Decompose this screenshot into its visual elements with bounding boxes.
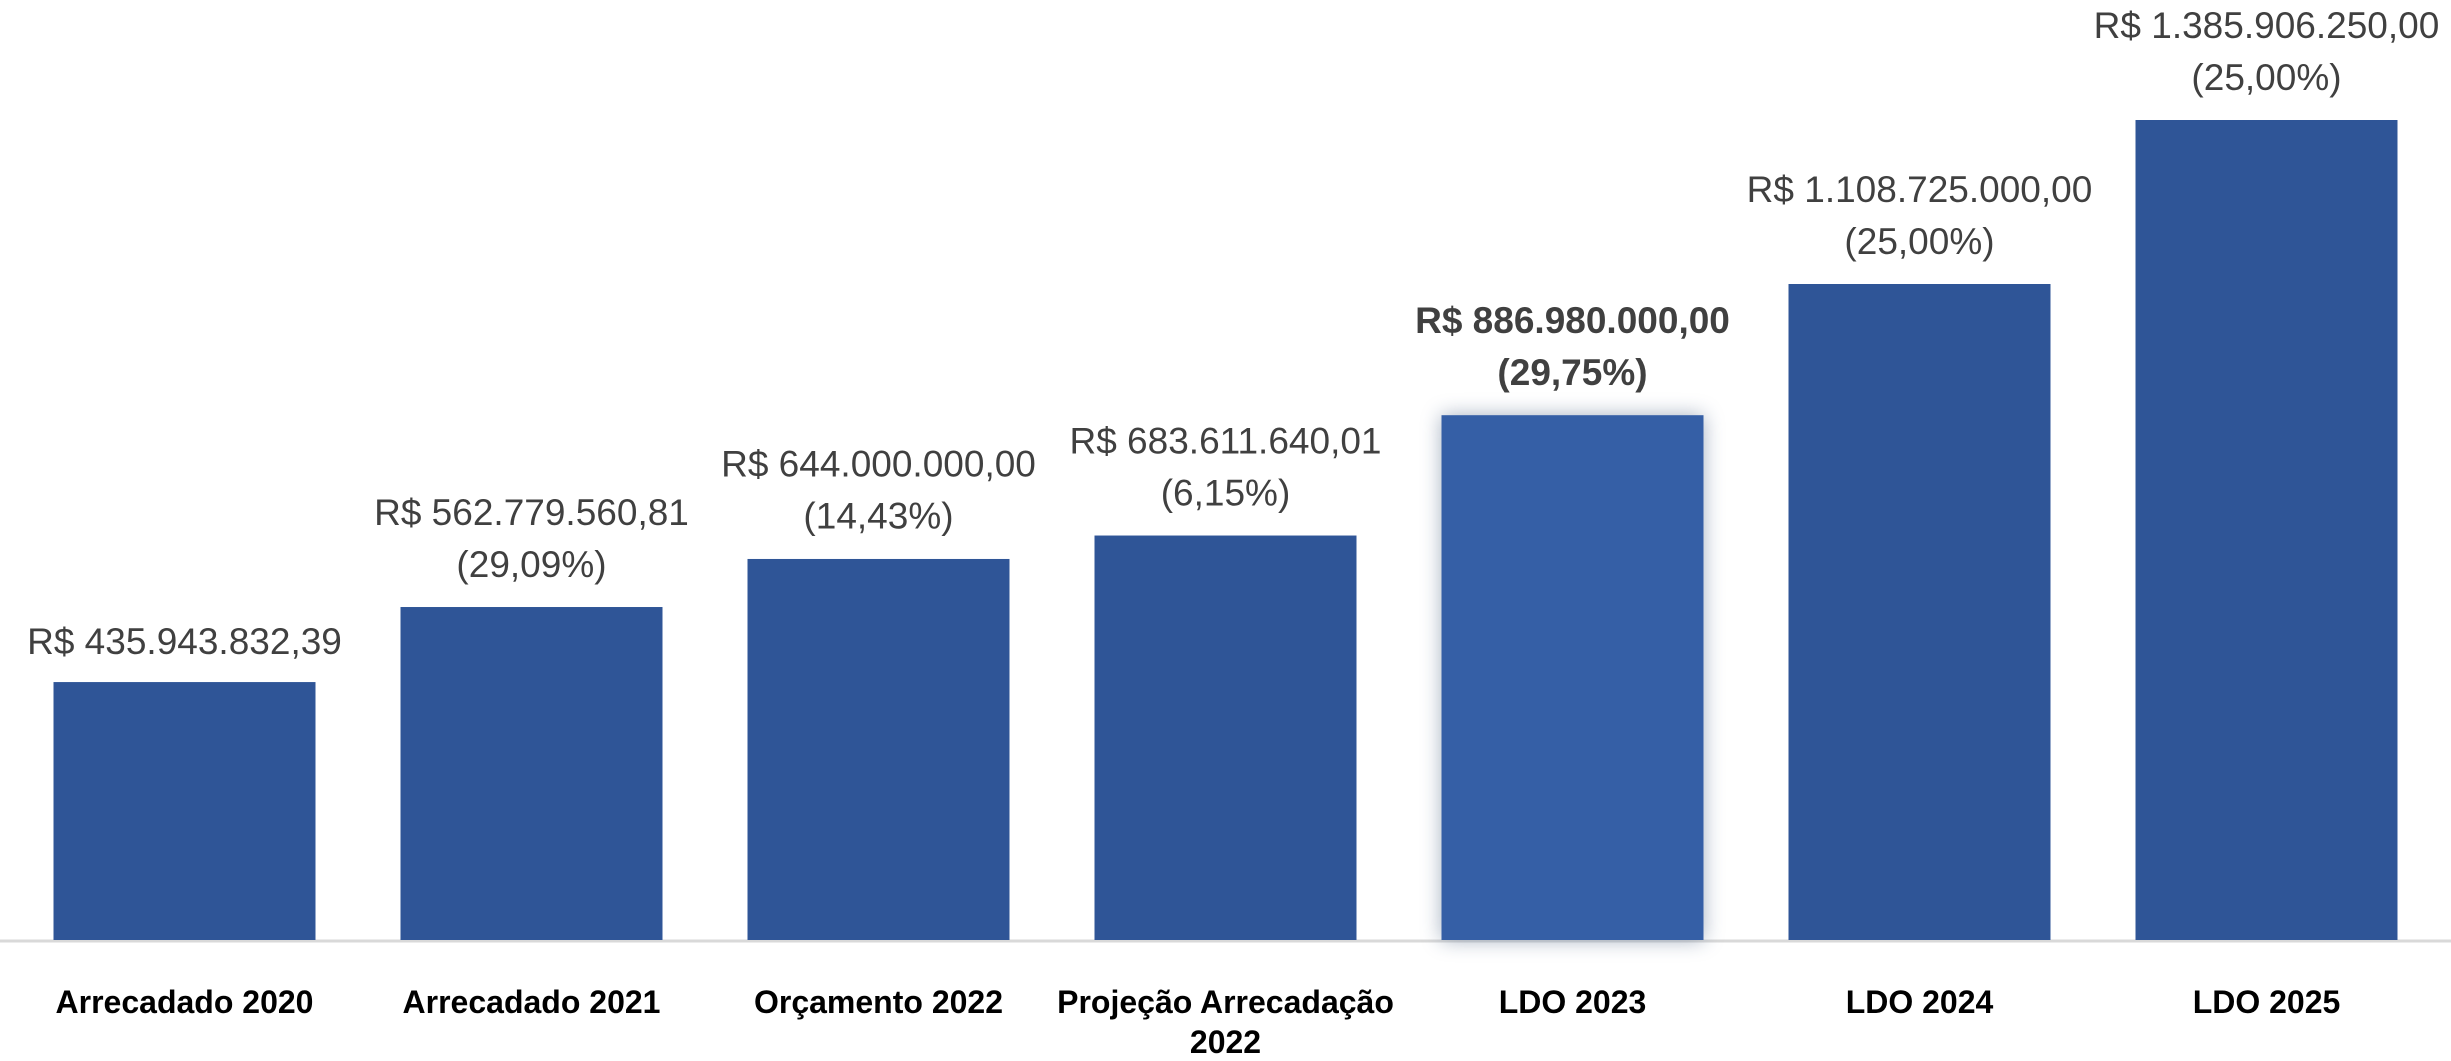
growth-label: (29,09%) xyxy=(456,544,606,585)
value-label: R$ 562.779.560,81 xyxy=(374,492,689,533)
bar xyxy=(400,607,663,940)
x-tick-label: LDO 2025 xyxy=(2192,984,2341,1020)
bar xyxy=(2135,120,2398,940)
value-label: R$ 435.943.832,39 xyxy=(27,621,342,662)
bar xyxy=(53,682,316,940)
bar xyxy=(1441,415,1704,940)
value-label: R$ 886.980.000,00 xyxy=(1415,300,1730,341)
x-tick-label: LDO 2023 xyxy=(1498,984,1647,1020)
value-label: R$ 644.000.000,00 xyxy=(721,444,1036,485)
bar xyxy=(1094,535,1357,940)
x-tick-label: LDO 2024 xyxy=(1845,984,1994,1020)
growth-label: (6,15%) xyxy=(1161,472,1291,513)
bar xyxy=(747,558,1010,940)
x-tick-label: Arrecadado 2021 xyxy=(402,984,661,1020)
value-label: R$ 1.108.725.000,00 xyxy=(1747,169,2093,210)
value-label: R$ 683.611.640,01 xyxy=(1069,420,1381,461)
growth-label: (14,43%) xyxy=(803,496,953,537)
x-tick-label: Arrecadado 2020 xyxy=(55,984,314,1020)
growth-label: (29,75%) xyxy=(1497,352,1647,393)
x-tick-label: Projeção Arrecadação 2022 xyxy=(1057,984,1394,1060)
value-label: R$ 1.385.906.250,00 xyxy=(2094,5,2440,46)
x-tick-label: Orçamento 2022 xyxy=(753,984,1003,1020)
growth-label: (25,00%) xyxy=(1844,221,1994,262)
bar xyxy=(1788,284,2051,940)
growth-label: (25,00%) xyxy=(2191,57,2341,98)
